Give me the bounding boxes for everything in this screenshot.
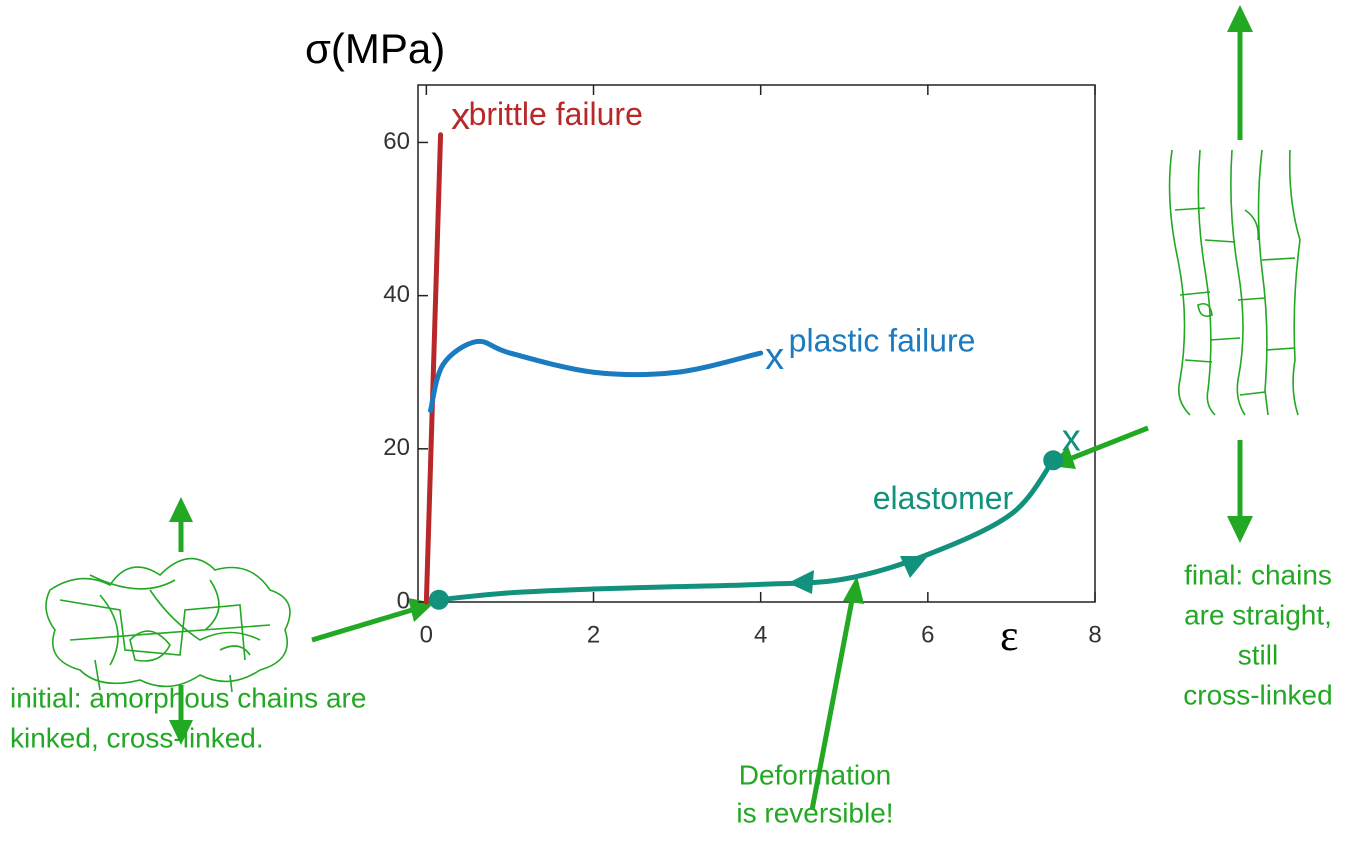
x-tick-label: 6 — [921, 621, 934, 648]
chain-sketch-initial — [45, 557, 291, 693]
y-axis-title: σ(MPa) — [305, 25, 445, 72]
failure-marker: x — [1062, 417, 1081, 459]
x-tick-label: 8 — [1088, 621, 1101, 648]
chain-sketch-final — [1168, 149, 1301, 416]
annotation-text: initial: amorphous chains are — [10, 682, 366, 713]
x-tick-label: 0 — [420, 621, 433, 648]
series-label: brittle failure — [469, 96, 643, 132]
annotation-text: is reversible! — [736, 797, 893, 828]
x-tick-label: 2 — [587, 621, 600, 648]
annotation-text: Deformation — [739, 759, 892, 790]
series-line — [423, 132, 444, 605]
y-tick-label: 60 — [383, 128, 410, 155]
y-tick-label: 20 — [383, 434, 410, 461]
annotation-text: kinked, cross-linked. — [10, 722, 264, 753]
state-dot — [428, 589, 449, 610]
y-tick-label: 40 — [383, 281, 410, 308]
series-line — [436, 457, 1056, 603]
state-dot — [1043, 450, 1064, 471]
failure-marker: x — [765, 336, 784, 378]
series-label: plastic failure — [789, 323, 976, 359]
annotation-text: still — [1238, 639, 1278, 670]
series-line — [428, 338, 764, 414]
x-axis-title: ε — [1000, 611, 1018, 660]
annotation-text: final: chains — [1184, 559, 1332, 590]
annotation-arrows — [169, 5, 1253, 811]
plot-frame — [417, 84, 1096, 603]
y-tick-label: 0 — [397, 587, 410, 614]
annotation-text: are straight, — [1184, 599, 1332, 630]
failure-marker: x — [451, 96, 470, 138]
x-tick-label: 4 — [754, 621, 767, 648]
series-label: elastomer — [873, 480, 1014, 516]
annotation-text: cross-linked — [1183, 679, 1332, 710]
